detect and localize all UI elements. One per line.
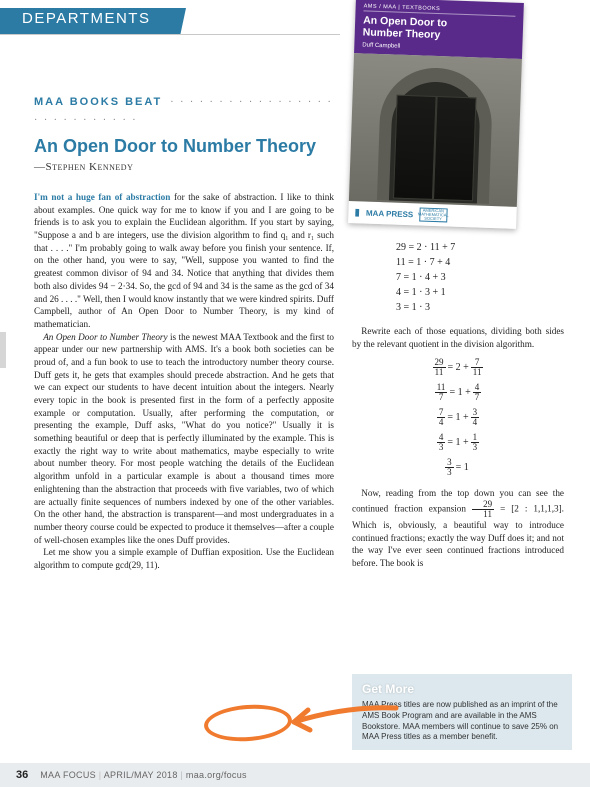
right-paragraph-1: Rewrite each of those equations, dividin…: [352, 325, 564, 350]
paragraph-1: I'm not a huge fan of abstraction for th…: [34, 191, 334, 331]
get-more-text: MAA Press titles are now published as an…: [362, 700, 562, 743]
right-paragraph-2: Now, reading from the top down you can s…: [352, 487, 564, 569]
book-cover: AMS / MAA | TEXTBOOKS An Open Door to Nu…: [348, 0, 524, 229]
division-equations: 29 = 2 · 11 + 711 = 1 · 7 + 47 = 1 · 4 +…: [396, 240, 564, 315]
get-more-box: Get More MAA Press titles are now publis…: [352, 674, 572, 750]
footer-issue: APRIL/MAY 2018: [104, 770, 178, 780]
page-number: 36: [16, 769, 28, 781]
article-title: An Open Door to Number Theory: [34, 136, 334, 157]
departments-label: DEPARTMENTS: [22, 10, 150, 27]
page-footer: 36 MAA FOCUS | APRIL/MAY 2018 | maa.org/…: [0, 763, 590, 787]
cover-photo: [349, 53, 522, 207]
section-label: MAA BOOKS BEAT: [34, 96, 162, 108]
annotation-circle: [203, 702, 293, 744]
paragraph-2: An Open Door to Number Theory is the new…: [34, 331, 334, 547]
right-column: 29 = 2 · 11 + 711 = 1 · 7 + 47 = 1 · 4 +…: [352, 240, 564, 570]
p2-text: is the newest MAA Textbook and the first…: [34, 332, 334, 545]
fraction-equations: 2911= 2 +711117= 1 +4774= 1 +3443= 1 +13…: [352, 358, 564, 477]
page-edge-tab: [0, 332, 6, 368]
article-body: I'm not a huge fan of abstraction for th…: [34, 191, 334, 572]
ams-badge: AMERICAN MATHEMATICAL SOCIETY: [419, 207, 447, 222]
cover-press-label: MAA PRESS: [366, 208, 414, 219]
footer-url: maa.org/focus: [186, 770, 247, 780]
lead-phrase: I'm not a huge fan of abstraction: [34, 192, 170, 202]
paragraph-3: Let me show you a simple example of Duff…: [34, 546, 334, 571]
footer-pub: MAA FOCUS: [40, 770, 96, 780]
banner-underline: [0, 34, 340, 35]
cover-author: Duff Campbell: [362, 42, 514, 53]
article-byline: —Stephen Kennedy: [34, 161, 334, 173]
maa-press-logo-icon: ▮: [354, 207, 360, 218]
get-more-title: Get More: [362, 682, 562, 696]
main-column: MAA BOOKS BEAT · · · · · · · · · · · · ·…: [34, 92, 334, 572]
